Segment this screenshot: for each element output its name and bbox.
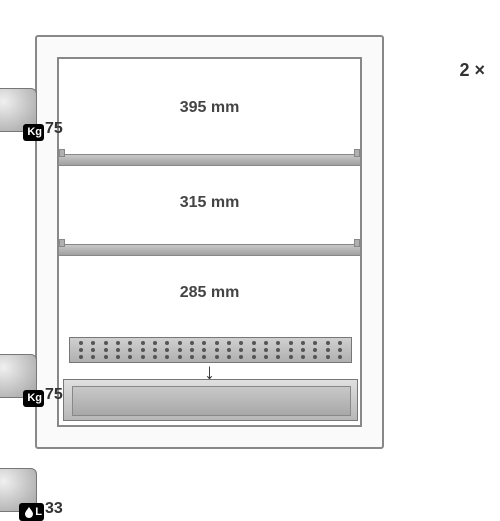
shelf-2 — [59, 244, 360, 256]
legend-sump-volume-value: 33 — [45, 500, 63, 518]
sump-icon: L — [0, 468, 37, 512]
compartment-3-label: 285 mm — [59, 284, 360, 302]
compartment-2-label: 315 mm — [59, 194, 360, 212]
shelf-1 — [59, 154, 360, 166]
legend-perftray-weight-value: 75 — [45, 386, 63, 404]
perftray-icon: Kg — [0, 354, 37, 398]
volume-unit-text: L — [35, 506, 42, 518]
legend-perftray-icon-group: Kg 75 — [0, 354, 485, 398]
weight-badge-icon: Kg — [23, 390, 44, 407]
volume-badge-icon: L — [19, 503, 44, 521]
legend-shelf-icon-group: Kg 75 — [0, 88, 485, 132]
shelf-icon: Kg — [0, 88, 37, 132]
legend-shelf-weight-value: 75 — [45, 120, 63, 138]
legend-sump-icon-group: L 33 — [0, 468, 485, 512]
legend-shelf: 2 × — [459, 60, 485, 81]
legend-shelf-qty: 2 × — [459, 60, 485, 81]
weight-badge-icon: Kg — [23, 124, 44, 141]
